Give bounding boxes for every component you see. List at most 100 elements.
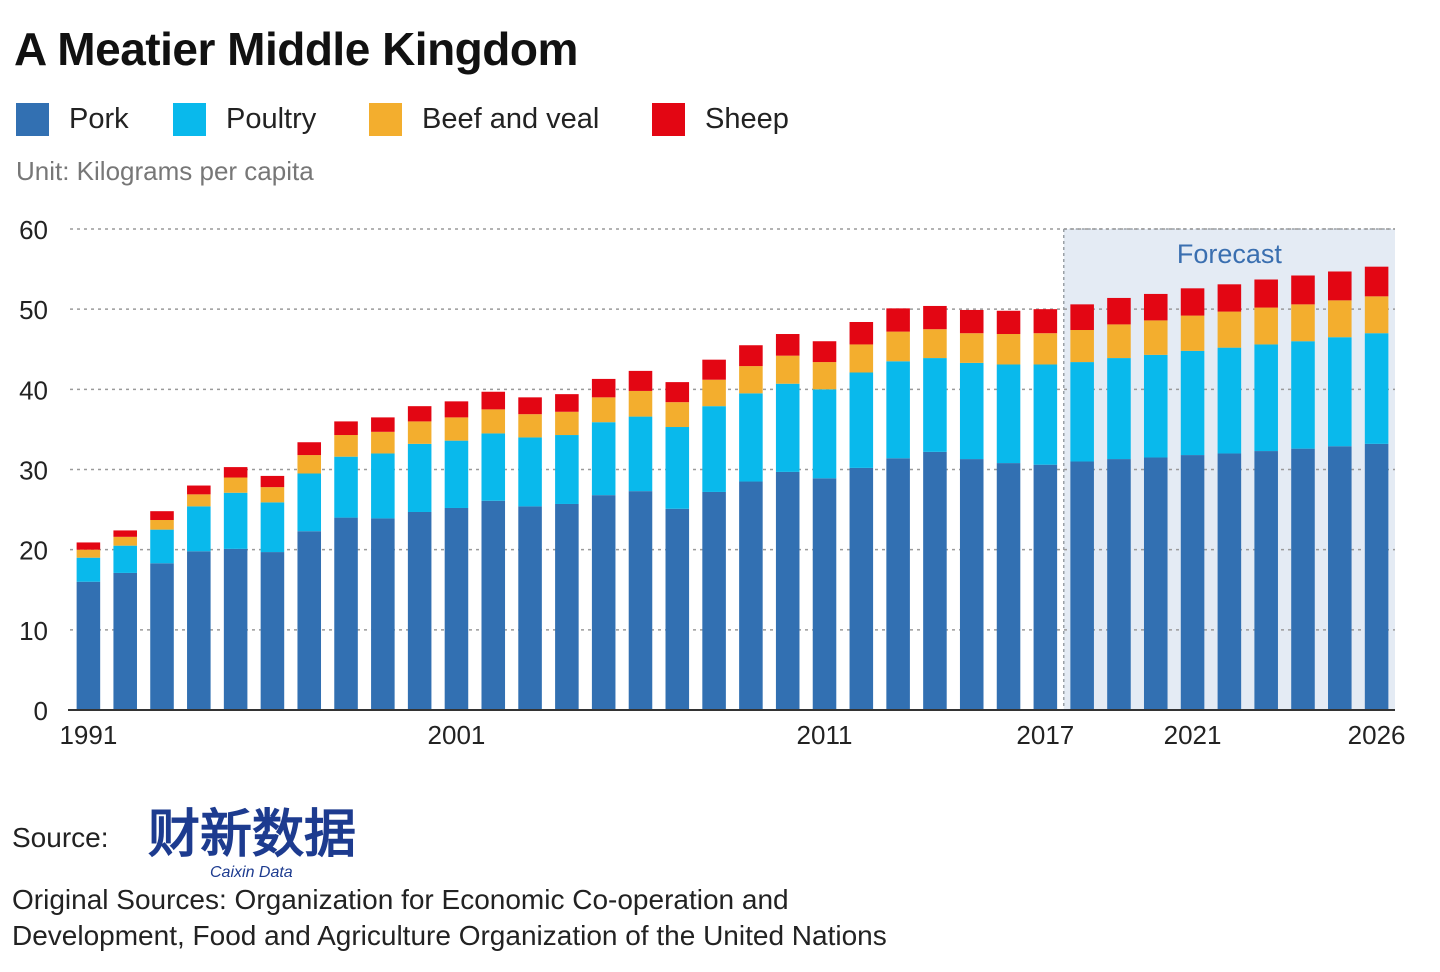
bar-poultry-1999 <box>371 453 395 519</box>
bar-sheep-2024 <box>1291 275 1315 305</box>
bar-beef-and-veal-1996 <box>260 487 285 503</box>
logo-subtext: Caixin Data <box>210 864 293 881</box>
bar-beef-and-veal-2014 <box>923 329 947 359</box>
bar-sheep-2003 <box>518 397 542 415</box>
bar-poultry-2026 <box>1364 333 1389 444</box>
bar-beef-and-veal-2013 <box>886 331 910 362</box>
bar-poultry-2005 <box>591 422 616 496</box>
bar-pork-2012 <box>849 467 874 710</box>
bar-beef-and-veal-2019 <box>1107 324 1131 359</box>
bar-beef-and-veal-2001 <box>444 417 469 441</box>
y-tick-label-20: 20 <box>19 536 48 566</box>
bar-sheep-1992 <box>113 530 137 537</box>
bar-sheep-2008 <box>702 359 726 380</box>
bar-poultry-2017 <box>1033 364 1058 465</box>
bar-beef-and-veal-2020 <box>1143 320 1168 355</box>
bar-pork-2010 <box>775 471 800 710</box>
bar-sheep-2006 <box>628 370 653 391</box>
legend: Pork Poultry Beef and veal Sheep <box>16 100 916 140</box>
bar-poultry-1996 <box>260 502 285 553</box>
bar-pork-2001 <box>444 507 469 710</box>
bar-beef-and-veal-2021 <box>1180 315 1205 351</box>
bar-poultry-2009 <box>739 393 763 482</box>
x-tick-label-2011: 2011 <box>797 720 853 750</box>
legend-label-poultry: Poultry <box>226 102 317 135</box>
bar-sheep-1993 <box>150 511 174 521</box>
bar-beef-and-veal-2003 <box>518 414 542 438</box>
bar-beef-and-veal-2006 <box>628 390 653 417</box>
logo-wordmark: 财新数据 <box>148 805 356 865</box>
bar-sheep-1994 <box>187 485 211 495</box>
legend-label-pork: Pork <box>69 102 129 135</box>
bar-pork-1996 <box>260 552 285 710</box>
legend-swatch-beef-and-veal <box>369 102 402 136</box>
bar-poultry-2001 <box>444 440 469 508</box>
bar-pork-2025 <box>1328 446 1352 710</box>
bar-sheep-2014 <box>923 305 947 330</box>
bar-pork-2016 <box>996 463 1021 710</box>
bar-beef-and-veal-2002 <box>481 409 506 434</box>
bar-sheep-1991 <box>76 542 101 550</box>
bar-sheep-2015 <box>959 309 984 334</box>
legend-item-beef-and-veal: Beef and veal <box>369 100 599 138</box>
bar-pork-2009 <box>739 481 763 710</box>
source-label: Source: <box>12 822 109 853</box>
legend-item-sheep: Sheep <box>652 100 789 138</box>
bar-beef-and-veal-2022 <box>1217 311 1242 348</box>
bar-beef-and-veal-1992 <box>113 536 137 546</box>
bar-sheep-2013 <box>886 308 910 332</box>
bar-beef-and-veal-2024 <box>1291 304 1315 342</box>
forecast-label: Forecast <box>1177 239 1283 269</box>
bar-pork-2023 <box>1254 451 1278 710</box>
bar-poultry-2002 <box>481 433 506 501</box>
bar-beef-and-veal-2018 <box>1070 330 1094 363</box>
bar-sheep-2007 <box>665 382 690 403</box>
bar-poultry-2003 <box>518 437 542 507</box>
bar-sheep-2026 <box>1364 266 1389 297</box>
bar-sheep-1998 <box>334 421 358 436</box>
bar-pork-2003 <box>518 506 542 710</box>
bar-beef-and-veal-2025 <box>1328 300 1352 338</box>
bar-sheep-2022 <box>1217 284 1242 312</box>
bar-pork-2008 <box>702 491 726 710</box>
bar-poultry-2012 <box>849 372 874 468</box>
bar-sheep-2009 <box>739 345 763 367</box>
legend-swatch-sheep <box>652 102 685 136</box>
bar-pork-1998 <box>334 517 358 710</box>
unit-label: Unit: Kilograms per capita <box>16 156 314 186</box>
bar-pork-2011 <box>812 478 837 710</box>
bar-sheep-2005 <box>591 378 616 398</box>
bar-pork-2014 <box>923 451 947 710</box>
bar-pork-1991 <box>76 581 101 710</box>
bar-beef-and-veal-1995 <box>223 477 248 493</box>
stacked-bar-chart: Forecast 0 10 20 30 40 50 60 1991 2001 2011 2017 202… <box>19 215 1405 750</box>
bar-sheep-2010 <box>775 334 800 356</box>
bar-pork-2019 <box>1107 459 1131 710</box>
bar-pork-2018 <box>1070 461 1094 710</box>
bar-beef-and-veal-2011 <box>812 362 837 390</box>
bar-pork-2024 <box>1291 448 1315 710</box>
chart-title: A Meatier Middle Kingdom <box>14 23 578 75</box>
bar-pork-2005 <box>591 495 616 710</box>
bar-beef-and-veal-1994 <box>187 494 211 507</box>
bar-poultry-2019 <box>1107 358 1131 460</box>
bar-pork-2017 <box>1033 464 1058 710</box>
bar-poultry-1998 <box>334 456 358 518</box>
legend-item-poultry: Poultry <box>173 100 316 138</box>
bar-sheep-1999 <box>371 417 395 432</box>
y-tick-label-40: 40 <box>19 375 48 405</box>
bar-beef-and-veal-2007 <box>665 402 690 428</box>
bar-sheep-2000 <box>407 406 432 422</box>
bar-pork-2026 <box>1364 443 1389 710</box>
y-tick-label-60: 60 <box>19 215 48 245</box>
bar-poultry-2023 <box>1254 344 1278 452</box>
bar-poultry-2014 <box>923 358 947 452</box>
bar-beef-and-veal-1997 <box>297 455 322 474</box>
bar-poultry-2007 <box>665 427 690 509</box>
caixin-data-logo: 财新数据 Caixin Data <box>148 805 356 881</box>
bar-beef-and-veal-1998 <box>334 435 358 457</box>
bar-poultry-2022 <box>1217 347 1242 454</box>
bar-sheep-1996 <box>260 475 285 488</box>
bar-beef-and-veal-2017 <box>1033 333 1058 365</box>
y-tick-label-10: 10 <box>19 616 48 646</box>
